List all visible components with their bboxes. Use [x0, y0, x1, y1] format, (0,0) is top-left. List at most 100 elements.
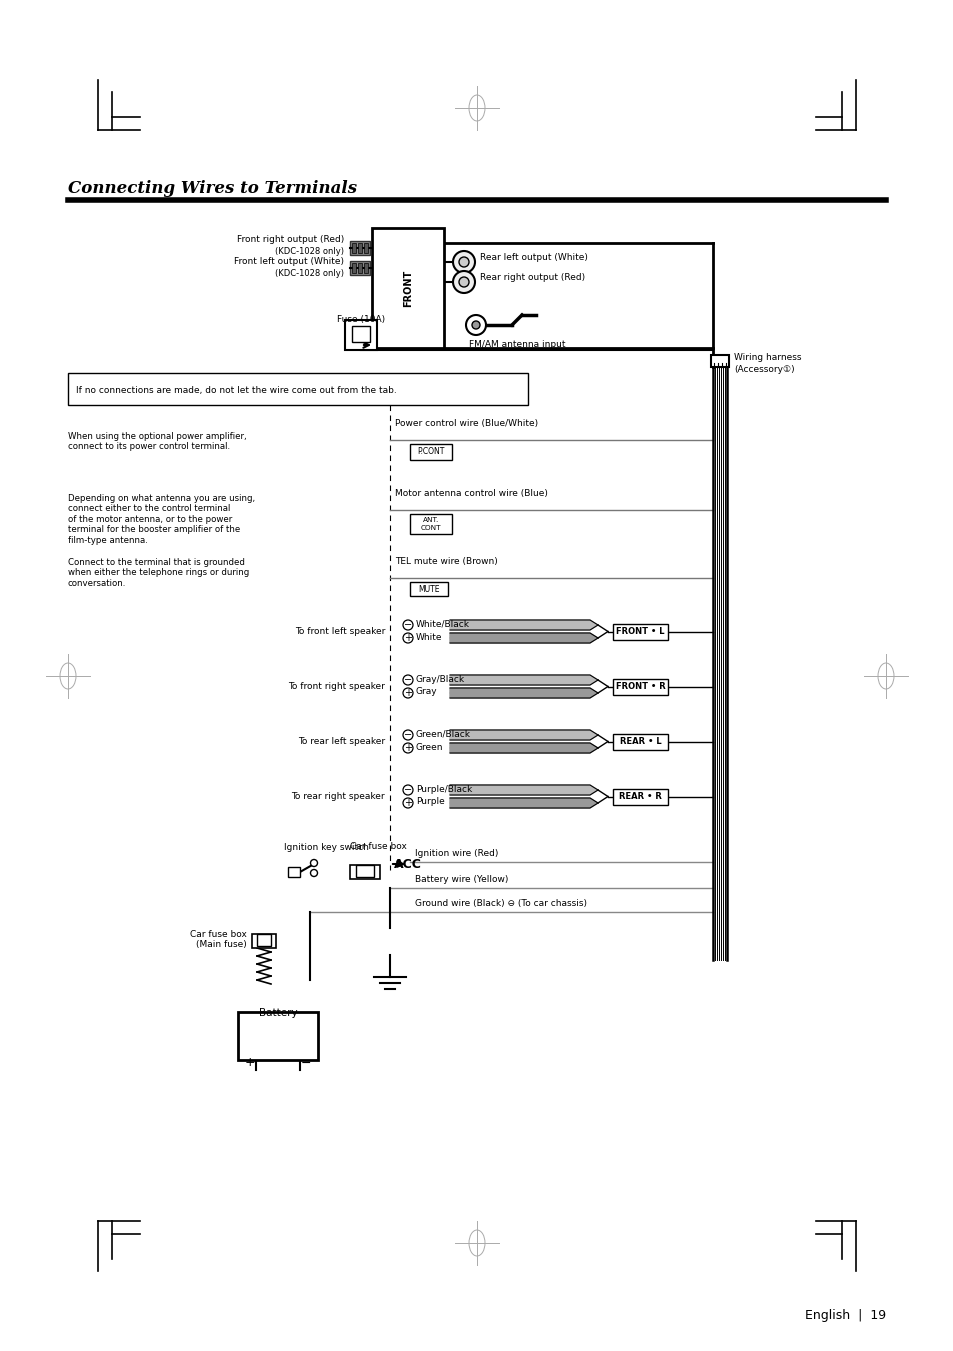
Circle shape: [402, 634, 413, 643]
Text: (Accessory①): (Accessory①): [733, 365, 794, 373]
Circle shape: [458, 277, 469, 286]
Text: +: +: [403, 688, 412, 698]
Polygon shape: [450, 680, 598, 685]
Bar: [357, 263, 361, 273]
Text: Wiring harness: Wiring harness: [733, 353, 801, 362]
Text: +: +: [244, 1056, 255, 1070]
Text: Connect to the terminal that is grounded
when either the telephone rings or duri: Connect to the terminal that is grounded…: [68, 558, 249, 588]
Text: (KDC-1028 only): (KDC-1028 only): [274, 247, 344, 257]
Circle shape: [402, 688, 413, 698]
Bar: [237, 1012, 317, 1061]
Text: Depending on what antenna you are using,
connect either to the control terminal
: Depending on what antenna you are using,…: [68, 494, 254, 544]
Bar: [372, 228, 443, 349]
Polygon shape: [450, 798, 598, 802]
Text: Purple: Purple: [416, 797, 444, 807]
Bar: [613, 789, 667, 804]
Bar: [355, 865, 374, 877]
Polygon shape: [450, 693, 598, 698]
Bar: [350, 261, 370, 276]
Bar: [364, 263, 368, 273]
Text: +: +: [403, 798, 412, 808]
Text: Purple/Black: Purple/Black: [416, 785, 472, 793]
Polygon shape: [450, 802, 598, 808]
Text: P.CONT: P.CONT: [416, 447, 444, 457]
Text: Ignition key switch: Ignition key switch: [284, 843, 369, 852]
Text: −: −: [403, 730, 412, 740]
Circle shape: [402, 743, 413, 753]
Bar: [613, 734, 667, 750]
Text: Gray/Black: Gray/Black: [416, 674, 465, 684]
Text: −: −: [403, 620, 412, 630]
Bar: [288, 867, 299, 877]
Text: Battery wire (Yellow): Battery wire (Yellow): [415, 875, 508, 884]
Text: REAR • R: REAR • R: [618, 792, 661, 801]
Bar: [364, 243, 368, 253]
Bar: [352, 243, 355, 253]
Bar: [68, 373, 527, 405]
Bar: [410, 513, 452, 534]
Text: Gray: Gray: [416, 688, 437, 697]
Circle shape: [453, 251, 475, 273]
Text: ACC: ACC: [394, 858, 421, 870]
Polygon shape: [450, 743, 598, 748]
Text: Car fuse box
(Main fuse): Car fuse box (Main fuse): [190, 929, 247, 950]
Text: English  |  19: English | 19: [804, 1309, 885, 1321]
Text: FRONT • R: FRONT • R: [615, 682, 664, 690]
Text: Fuse (10A): Fuse (10A): [336, 315, 385, 324]
Text: To rear left speaker: To rear left speaker: [297, 738, 385, 746]
Polygon shape: [450, 748, 598, 753]
Text: White: White: [416, 632, 442, 642]
Text: To front left speaker: To front left speaker: [294, 627, 385, 636]
Bar: [410, 582, 448, 596]
Polygon shape: [450, 638, 598, 643]
Text: Rear left output (White): Rear left output (White): [479, 254, 587, 262]
Text: TEL mute wire (Brown): TEL mute wire (Brown): [395, 557, 497, 566]
Circle shape: [402, 785, 413, 794]
Polygon shape: [450, 620, 598, 626]
Text: −: −: [403, 785, 412, 794]
Bar: [345, 320, 376, 350]
Text: To rear right speaker: To rear right speaker: [291, 792, 385, 801]
Text: Ignition wire (Red): Ignition wire (Red): [415, 848, 497, 858]
Bar: [613, 678, 667, 694]
Polygon shape: [450, 676, 598, 680]
Text: Rear right output (Red): Rear right output (Red): [479, 273, 584, 282]
Text: FM/AM antenna input: FM/AM antenna input: [469, 340, 565, 349]
Bar: [357, 243, 361, 253]
Bar: [410, 444, 452, 459]
Text: Power control wire (Blue/White): Power control wire (Blue/White): [395, 419, 537, 428]
Text: If no connections are made, do not let the wire come out from the tab.: If no connections are made, do not let t…: [76, 385, 396, 394]
Text: +: +: [403, 634, 412, 643]
Circle shape: [472, 322, 479, 330]
Circle shape: [402, 730, 413, 740]
Text: Green: Green: [416, 743, 443, 751]
Polygon shape: [450, 730, 598, 735]
Polygon shape: [450, 735, 598, 740]
Text: When using the optional power amplifier,
connect to its power control terminal.: When using the optional power amplifier,…: [68, 432, 247, 451]
Text: Motor antenna control wire (Blue): Motor antenna control wire (Blue): [395, 489, 547, 499]
Polygon shape: [450, 634, 598, 638]
Circle shape: [310, 870, 317, 877]
Text: +: +: [403, 743, 412, 753]
Circle shape: [465, 315, 485, 335]
Bar: [352, 263, 355, 273]
Text: (KDC-1028 only): (KDC-1028 only): [274, 269, 344, 278]
Text: White/Black: White/Black: [416, 620, 470, 628]
Polygon shape: [450, 785, 598, 790]
Text: Green/Black: Green/Black: [416, 730, 471, 739]
Bar: [352, 326, 370, 342]
Text: −: −: [403, 676, 412, 685]
Text: MUTE: MUTE: [417, 585, 439, 593]
Circle shape: [402, 676, 413, 685]
Text: To front right speaker: To front right speaker: [288, 682, 385, 690]
Bar: [350, 865, 379, 880]
Text: Battery: Battery: [258, 1008, 297, 1019]
Bar: [256, 934, 271, 946]
Polygon shape: [450, 688, 598, 693]
Bar: [350, 240, 370, 255]
Bar: [710, 355, 728, 367]
Circle shape: [402, 798, 413, 808]
Circle shape: [402, 620, 413, 630]
Bar: [252, 934, 275, 948]
Bar: [613, 624, 667, 639]
